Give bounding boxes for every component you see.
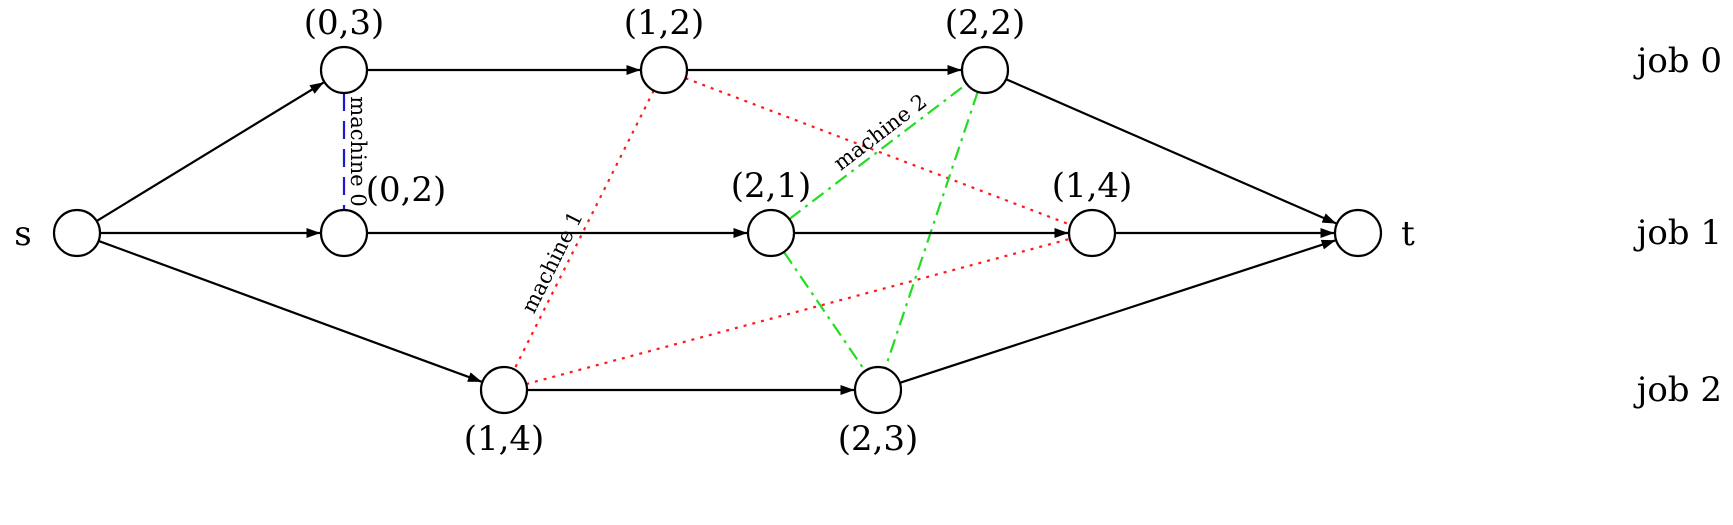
- node-label: (2,2): [945, 3, 1026, 43]
- machine-edge: [525, 237, 1071, 386]
- machine-edge: [788, 83, 968, 220]
- node-circle: [52, 208, 102, 258]
- node-label: (1,4): [464, 419, 545, 459]
- node-label: (0,3): [304, 3, 385, 43]
- precedence-arc: [96, 81, 325, 222]
- machine-edges: machine 0 machine 1 machine 2: [342, 77, 1071, 386]
- machine-edge: [884, 91, 979, 369]
- machine-edge-label: machine 1: [517, 207, 588, 317]
- machine-edge-label: machine 0: [346, 96, 370, 206]
- node-circle: [746, 208, 796, 258]
- job-label: job 2: [1633, 370, 1722, 410]
- job-label: job 0: [1633, 41, 1722, 81]
- precedence-arc: [899, 239, 1336, 384]
- node-circle: [319, 208, 369, 258]
- precedence-arcs: [96, 65, 1337, 395]
- node-circle: [1067, 208, 1117, 258]
- node-circle: [319, 45, 369, 95]
- machine-edge: [513, 90, 655, 370]
- precedence-arc: [98, 239, 482, 383]
- job-labels: job 0 job 1 job 2: [1633, 41, 1722, 410]
- node-label: (2,1): [731, 166, 812, 206]
- node-label: (1,2): [624, 3, 705, 43]
- node-label: (2,3): [838, 419, 919, 459]
- machine-edge-label: machine 2: [829, 89, 931, 175]
- node-circle: [853, 365, 903, 415]
- operation-nodes: s (0,3) (1,2) (2,2) (0,2) (2,1) (1,4) t (1,4) (2,…: [14, 3, 1415, 459]
- node-circle: [960, 45, 1010, 95]
- machine-edge: [783, 251, 866, 372]
- node-label: t: [1401, 214, 1415, 254]
- precedence-arc: [1005, 78, 1337, 225]
- node-circle: [639, 45, 689, 95]
- node-circle: [1333, 208, 1383, 258]
- node-label: (0,2): [366, 170, 447, 210]
- node-label: s: [14, 214, 31, 254]
- machine-edge: [685, 77, 1071, 226]
- node-circle: [479, 365, 529, 415]
- node-label: (1,4): [1052, 166, 1133, 206]
- job-label: job 1: [1633, 213, 1722, 253]
